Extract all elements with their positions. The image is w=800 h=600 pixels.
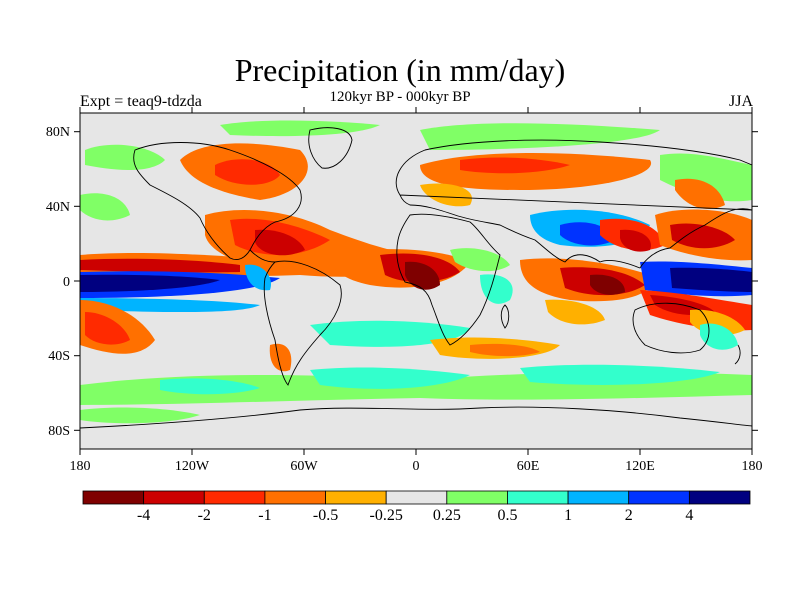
colorbar-swatch xyxy=(628,490,690,505)
anomaly-region xyxy=(80,274,220,292)
lon-tick-label: 120W xyxy=(175,459,210,474)
anomaly-region xyxy=(675,178,725,210)
anomaly-region xyxy=(470,343,540,357)
lat-tick-label: 40N xyxy=(46,200,70,215)
anomaly-region xyxy=(269,343,292,372)
chart-subtitle: 120kyr BP - 000kyr BP xyxy=(329,89,471,105)
coastline-antarctica xyxy=(80,406,752,429)
lat-tick-labels: 80N 40N 0 40S 80S xyxy=(46,125,70,439)
lat-tick-label: 40S xyxy=(48,349,70,364)
lat-tick-label: 0 xyxy=(63,275,70,290)
lon-axis xyxy=(79,107,753,455)
lon-tick-label: 120E xyxy=(625,459,655,474)
lat-tick-label: 80S xyxy=(48,424,70,439)
experiment-label: Expt = teaq9-tdzda xyxy=(80,93,202,110)
anomaly-region xyxy=(620,229,651,252)
coastline-europe-asia xyxy=(395,139,752,269)
anomaly-region xyxy=(85,312,130,345)
coastlines xyxy=(80,127,752,429)
colorbar-label: 4 xyxy=(685,507,694,524)
coastline-africa xyxy=(396,213,501,346)
colorbar-swatch xyxy=(203,490,266,505)
colorbar-label: 0.5 xyxy=(497,507,518,524)
anomaly-region xyxy=(460,157,570,174)
anomaly-region xyxy=(670,223,735,249)
anomaly-region xyxy=(80,407,200,424)
anomaly-region xyxy=(80,258,240,273)
colorbar-label: -2 xyxy=(197,507,211,524)
colorbar-swatch xyxy=(385,490,448,505)
anomaly-region xyxy=(215,159,280,185)
colorbar-swatch xyxy=(325,490,387,505)
colorbar-swatch xyxy=(507,490,569,505)
lon-tick-labels: 180 120W 60W 0 60E 120E 180 xyxy=(70,459,763,474)
anomaly-region xyxy=(590,274,625,295)
colorbar-label: 1 xyxy=(564,507,573,524)
colorbar-label: -4 xyxy=(136,507,151,524)
lon-tick-label: 60E xyxy=(517,459,540,474)
precipitation-anomaly-field xyxy=(80,120,752,424)
anomaly-region xyxy=(450,248,510,272)
anomaly-region xyxy=(160,378,260,395)
chart-title: Precipitation (in mm/day) xyxy=(234,52,566,88)
anomaly-region xyxy=(255,229,305,256)
colorbar-label: -0.25 xyxy=(369,507,403,524)
anomaly-region xyxy=(520,364,720,385)
lon-tick-label: 60W xyxy=(290,459,318,474)
colorbar-label: -0.5 xyxy=(312,507,339,524)
coastline-greenland xyxy=(308,127,353,169)
colorbar-swatch xyxy=(446,490,508,505)
coastline-south-america xyxy=(263,260,342,386)
anomaly-region xyxy=(670,267,752,292)
colorbar-label: -1 xyxy=(258,507,272,524)
anomaly-region xyxy=(700,323,738,350)
colorbar xyxy=(82,490,751,505)
anomaly-region xyxy=(220,120,380,137)
anomaly-region xyxy=(420,183,472,207)
colorbar-swatch xyxy=(82,490,145,505)
lon-tick-label: 180 xyxy=(70,459,91,474)
anomaly-region xyxy=(545,299,605,325)
coastline-australia xyxy=(632,302,710,354)
lat-axis xyxy=(74,131,758,431)
coastline-central-america xyxy=(249,249,276,263)
coastline-new-zealand xyxy=(734,344,741,365)
colorbar-label: 2 xyxy=(624,507,633,524)
anomaly-region xyxy=(80,298,260,313)
colorbar-swatch xyxy=(567,490,630,505)
lon-tick-label: 180 xyxy=(742,459,763,474)
lon-tick-label: 0 xyxy=(413,459,420,474)
colorbar-swatch xyxy=(264,490,326,505)
colorbar-swatch xyxy=(688,490,751,505)
anomaly-region xyxy=(310,367,470,389)
anomaly-region xyxy=(85,144,165,170)
anomaly-region xyxy=(80,193,130,221)
lat-tick-label: 80N xyxy=(46,125,70,140)
colorbar-label: 0.25 xyxy=(432,507,461,524)
coastline-north-america xyxy=(133,142,302,261)
map-panel xyxy=(79,112,753,450)
anomaly-region xyxy=(310,320,470,347)
anomaly-region xyxy=(420,123,660,150)
colorbar-swatch xyxy=(143,490,205,505)
season-label: JJA xyxy=(728,93,753,110)
coastline-madagascar xyxy=(500,304,510,329)
anomaly-region xyxy=(405,261,440,290)
